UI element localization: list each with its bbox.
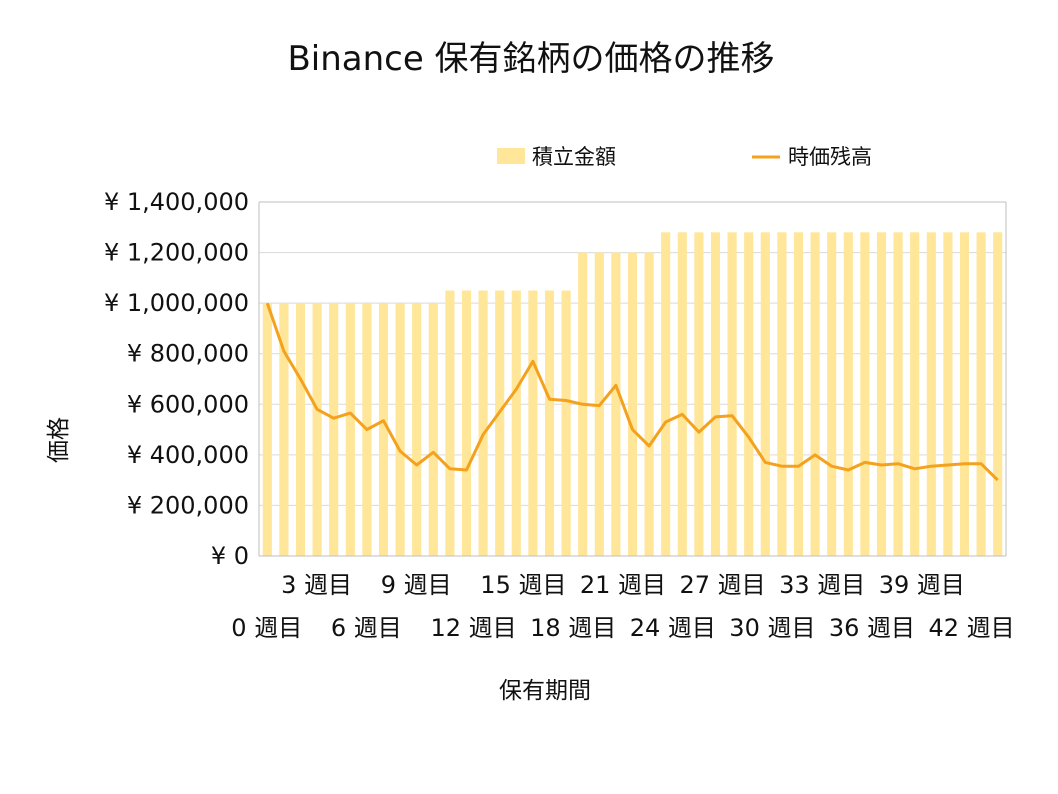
x-tick-label: 15 週目 — [480, 571, 566, 599]
bar — [694, 232, 704, 557]
bar — [544, 290, 555, 556]
bar — [511, 290, 521, 556]
bar — [860, 232, 870, 557]
x-tick-label: 0 週目 — [231, 614, 302, 642]
bar — [744, 232, 754, 557]
bar — [561, 290, 571, 556]
bar — [827, 232, 837, 557]
bar — [412, 303, 422, 556]
bar — [943, 232, 953, 557]
y-tick-label: ¥ 600,000 — [127, 390, 249, 418]
x-tick-label: 24 週目 — [630, 614, 716, 642]
x-tick-label: 42 週目 — [929, 614, 1015, 642]
legend-label-line: 時価残高 — [788, 145, 872, 169]
x-axis-title: 保有期間 — [499, 678, 591, 704]
x-tick-label: 9 週目 — [381, 571, 452, 599]
bar — [976, 232, 986, 557]
x-tick-label: 39 週目 — [879, 571, 965, 599]
bar — [611, 252, 621, 557]
bar — [395, 303, 405, 556]
bar — [627, 252, 638, 557]
bar — [843, 232, 853, 557]
y-tick-label: ¥ 1,200,000 — [104, 239, 249, 267]
legend: 積立金額 時価残高 — [497, 145, 872, 169]
x-tick-label: 3 週目 — [281, 571, 352, 599]
chart-title: Binance 保有銘柄の価格の推移 — [287, 39, 774, 79]
bar — [279, 303, 289, 556]
bar — [478, 290, 488, 556]
y-tick-label: ¥ 1,000,000 — [104, 289, 249, 317]
y-tick-label: ¥ 0 — [211, 542, 249, 570]
x-tick-label: 12 週目 — [431, 614, 517, 642]
bar — [760, 232, 770, 557]
bar-series — [262, 232, 1003, 557]
bar — [926, 232, 936, 557]
x-tick-label: 6 週目 — [331, 614, 402, 642]
bar — [295, 303, 306, 556]
bar — [495, 290, 505, 556]
bar — [959, 232, 970, 557]
bar — [910, 232, 920, 557]
bar — [312, 303, 322, 556]
bar — [262, 303, 272, 556]
y-axis-title: 価格 — [46, 417, 72, 463]
bar — [644, 252, 654, 557]
bar — [876, 232, 887, 557]
bar — [727, 232, 737, 557]
bar — [710, 232, 721, 557]
bar — [993, 232, 1003, 557]
bar — [677, 232, 687, 557]
x-tick-labels: 0 週目 3 週目 6 週目 9 週目 12 週目 15 週目 18 週目 21 週目 24 週… — [231, 571, 1014, 642]
bar — [893, 232, 903, 557]
y-tick-label: ¥ 1,400,000 — [104, 188, 249, 216]
x-tick-label: 27 週目 — [680, 571, 766, 599]
x-tick-label: 33 週目 — [779, 571, 865, 599]
bar — [445, 290, 455, 556]
x-tick-label: 18 週目 — [530, 614, 616, 642]
bar — [777, 232, 787, 557]
bar — [428, 303, 438, 556]
y-tick-labels: ¥ 0 ¥ 200,000 ¥ 400,000 ¥ 600,000 ¥ 800,000 ¥… — [104, 188, 249, 570]
bar — [810, 232, 820, 557]
bar — [661, 232, 671, 557]
legend-swatch-bar — [497, 148, 525, 164]
legend-label-bar: 積立金額 — [532, 145, 616, 169]
bar — [329, 303, 339, 556]
y-tick-label: ¥ 400,000 — [127, 441, 249, 469]
bar — [793, 232, 804, 557]
x-tick-label: 30 週目 — [729, 614, 815, 642]
bar — [378, 303, 389, 556]
axes — [258, 201, 1007, 557]
x-tick-label: 36 週目 — [829, 614, 915, 642]
x-tick-label: 21 週目 — [580, 571, 666, 599]
bar — [528, 290, 538, 556]
line-path — [265, 302, 999, 482]
bar — [345, 303, 355, 556]
y-tick-label: ¥ 800,000 — [127, 340, 249, 368]
bar — [461, 290, 472, 556]
line-series — [265, 302, 999, 482]
y-tick-label: ¥ 200,000 — [127, 491, 249, 519]
